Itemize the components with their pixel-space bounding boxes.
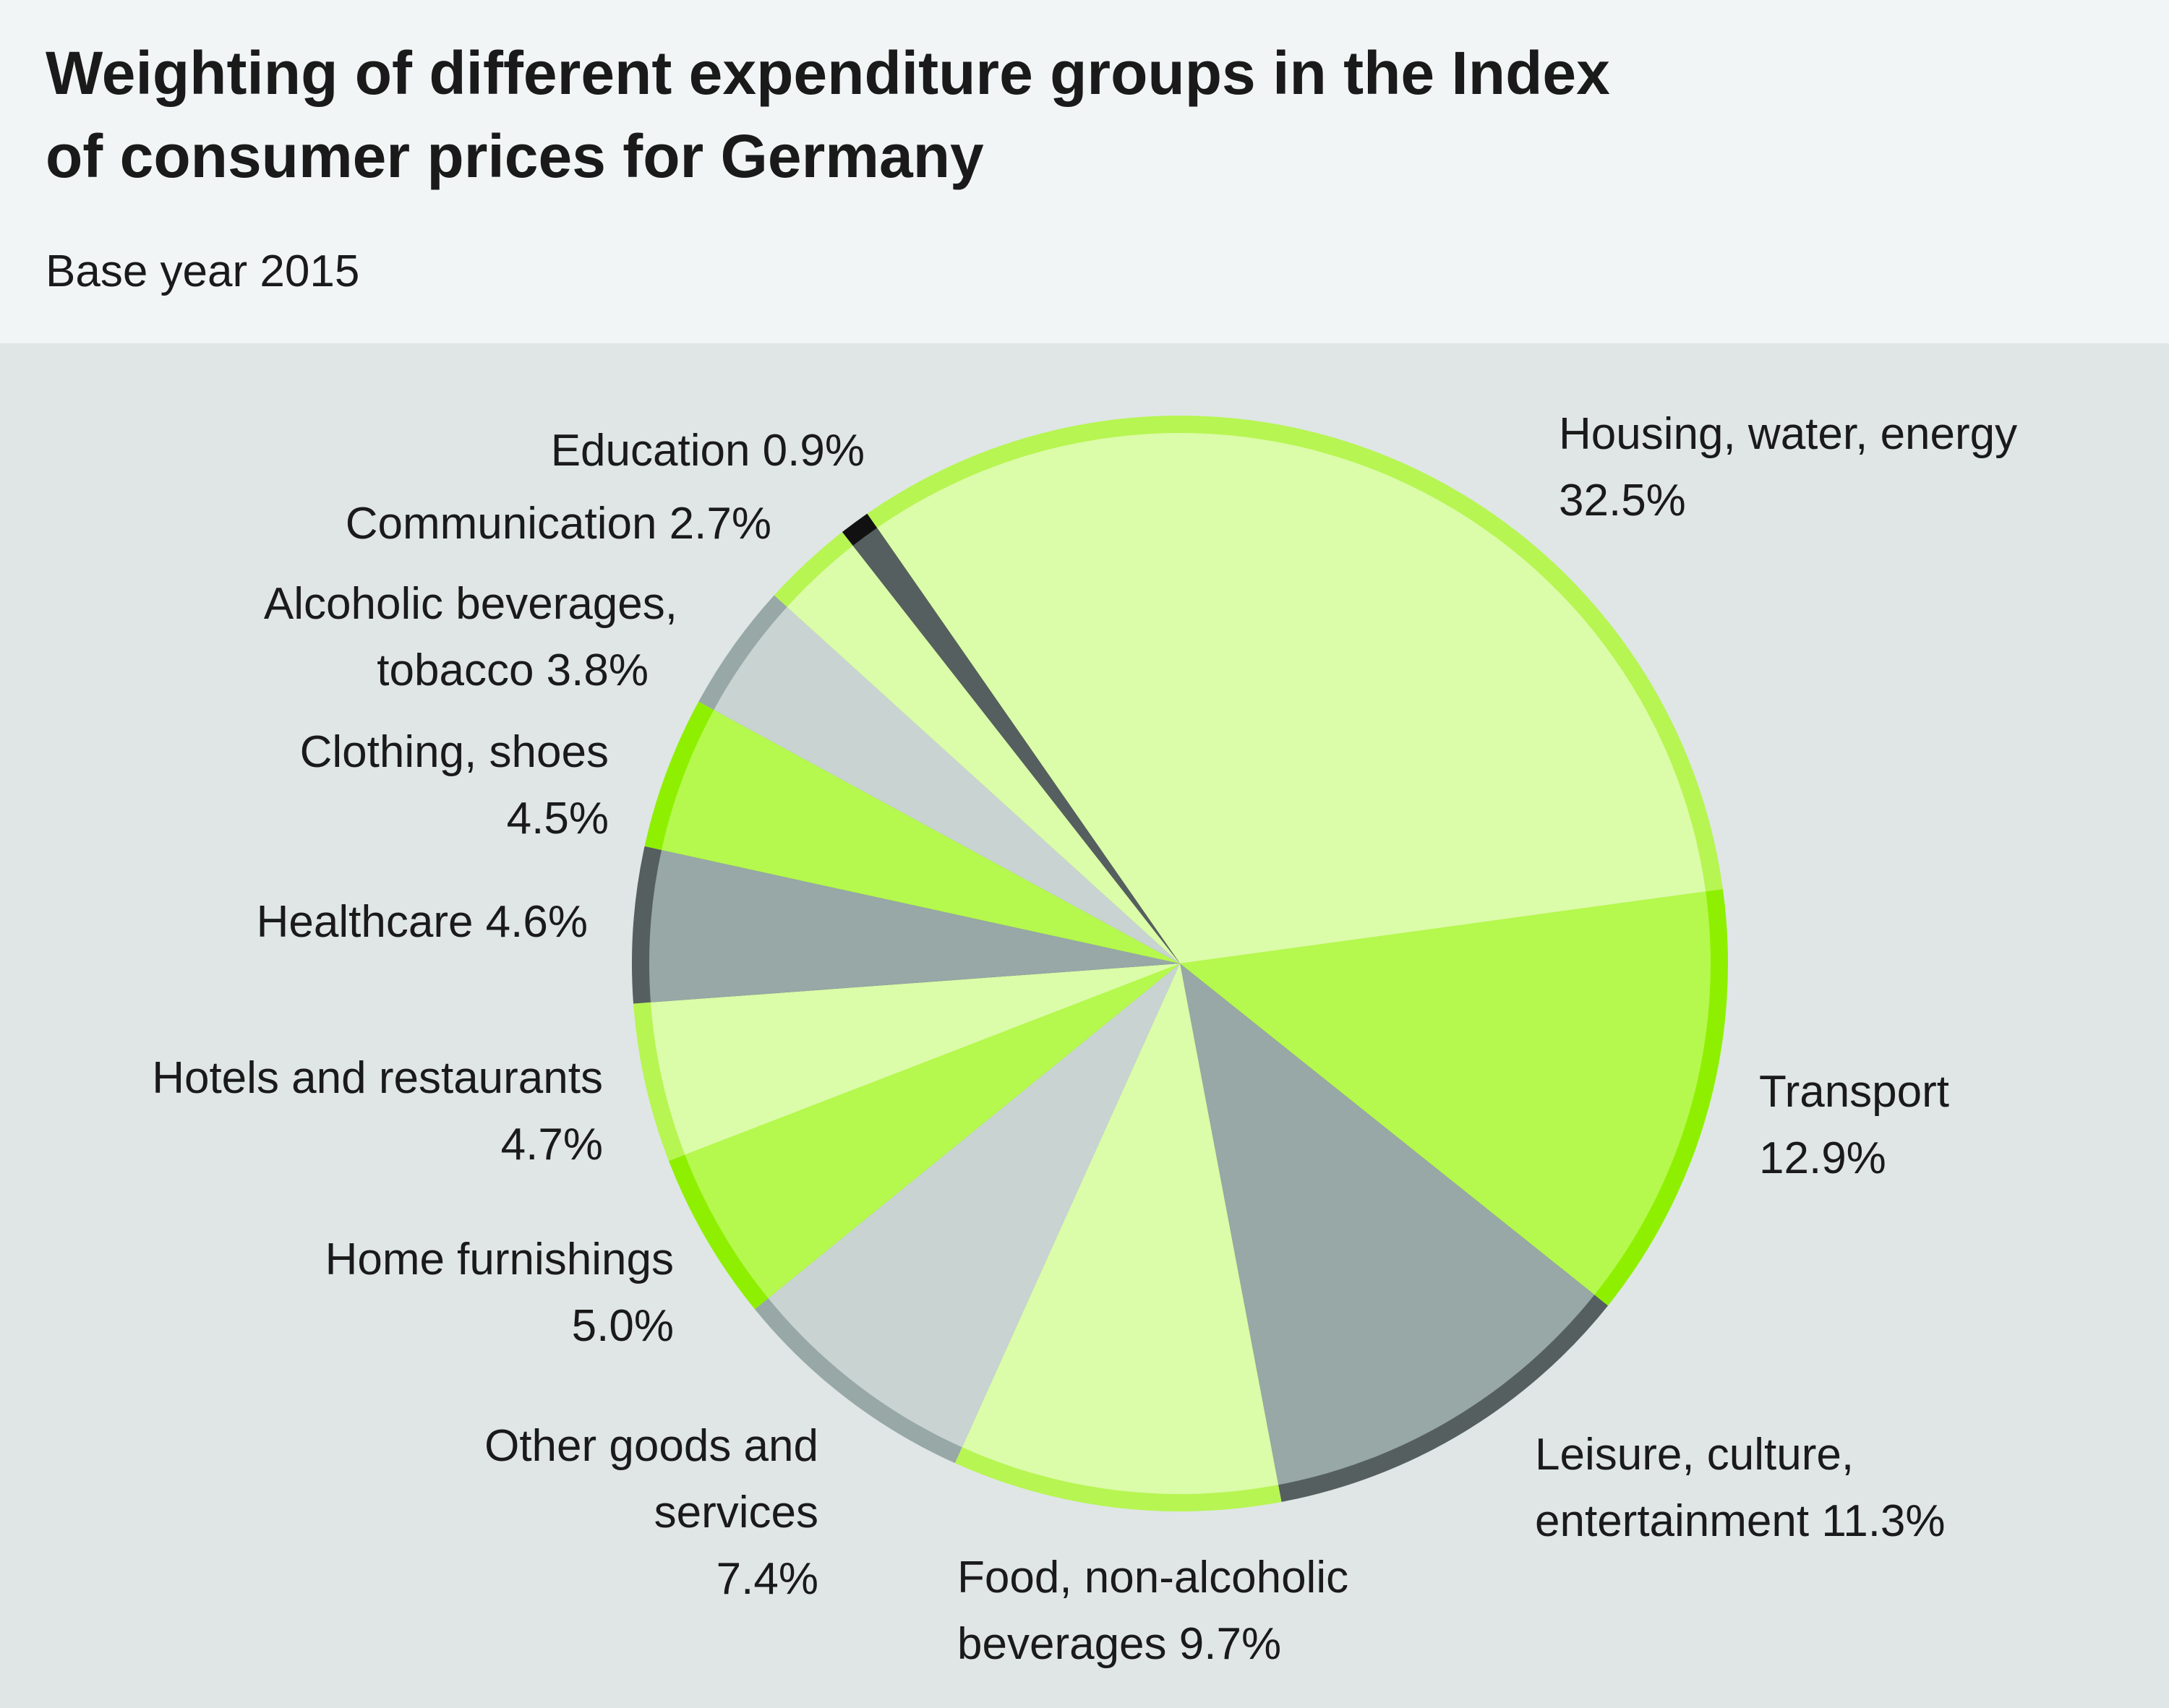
pie-slice-other-goods-and-services	[768, 964, 1180, 1448]
label-line: Home furnishings	[325, 1235, 674, 1284]
pie-slice-hotels-and-restaurants	[650, 964, 1180, 1155]
label-line: 7.4%	[716, 1554, 818, 1604]
pie-slice-education	[852, 528, 1180, 964]
pie-slice-communication	[787, 545, 1180, 964]
label-line: entertainment 11.3%	[1535, 1496, 1946, 1546]
header: Weighting of different expenditure group…	[0, 0, 2169, 343]
label-line: Clothing, shoes	[299, 727, 609, 777]
label-line: Hotels and restaurants	[152, 1053, 603, 1103]
chart-subtitle: Base year 2015	[46, 246, 360, 296]
label-line: Other goods and	[484, 1421, 818, 1471]
label-education: Education 0.9%	[551, 418, 865, 484]
label-transport: Transport 12.9%	[1759, 1059, 1949, 1192]
pie-slice-leisure-culture-entertainment	[1180, 964, 1595, 1485]
label-line: 4.5%	[506, 794, 609, 844]
label-hotels: Hotels and restaurants 4.7%	[152, 1045, 603, 1178]
label-housing: Housing, water, energy 32.5%	[1559, 401, 2017, 534]
pie-slice-housing-water-energy	[877, 432, 1706, 964]
label-line: 12.9%	[1759, 1133, 1886, 1183]
label-line: Healthcare 4.6%	[256, 897, 588, 947]
label-line: Housing, water, energy	[1559, 409, 2018, 459]
pie-slice-alcoholic-beverages-tobacco	[714, 606, 1180, 964]
label-home-furnishings: Home furnishings 5.0%	[325, 1227, 674, 1360]
label-healthcare: Healthcare 4.6%	[257, 889, 588, 956]
pie-slice-home-furnishings	[685, 964, 1180, 1299]
pie-slice-food-non-alcoholic-beverages	[962, 964, 1279, 1494]
chart-title: Weighting of different expenditure group…	[46, 39, 1610, 190]
pie-slice-healthcare	[649, 849, 1180, 1003]
label-line: Education 0.9%	[550, 426, 865, 476]
label-line: Transport	[1759, 1067, 1950, 1117]
label-line: Communication 2.7%	[345, 499, 771, 549]
label-line: 32.5%	[1559, 476, 1686, 525]
label-food: Food, non-alcoholic beverages 9.7%	[957, 1545, 1348, 1678]
pie-chart-area	[0, 343, 2169, 1708]
label-other-goods: Other goods and services 7.4%	[484, 1413, 818, 1613]
pie-chart	[632, 416, 1728, 1511]
label-line: services	[654, 1488, 818, 1537]
label-line: Leisure, culture,	[1535, 1430, 1854, 1480]
label-line: 5.0%	[571, 1301, 674, 1351]
label-line: 4.7%	[500, 1120, 603, 1170]
label-line: Alcoholic beverages,	[263, 579, 677, 629]
label-clothing: Clothing, shoes 4.5%	[300, 719, 609, 852]
label-line: beverages 9.7%	[957, 1619, 1282, 1669]
label-line: tobacco 3.8%	[377, 645, 649, 695]
label-communication: Communication 2.7%	[346, 491, 771, 557]
label-leisure: Leisure, culture, entertainment 11.3%	[1535, 1422, 1946, 1555]
label-line: Food, non-alcoholic	[957, 1553, 1349, 1602]
pie-slice-clothing-shoes	[662, 710, 1180, 964]
pie-slice-transport	[1180, 891, 1711, 1295]
label-alcohol-tobacco: Alcoholic beverages, tobacco 3.8%	[264, 571, 677, 704]
